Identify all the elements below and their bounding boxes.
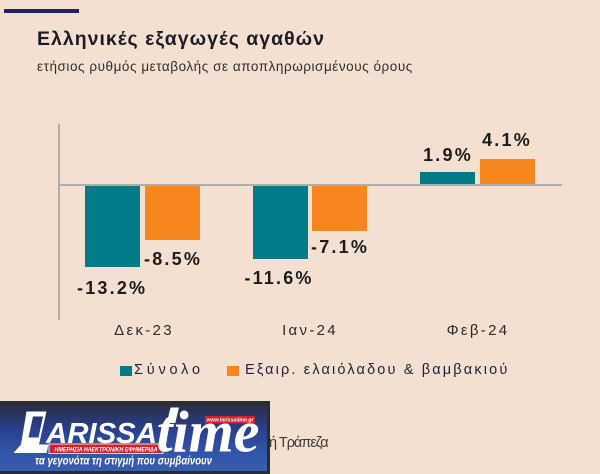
- svg-text:ΗΜΕΡΗΣΙΑ ΗΛΕΚΤΡΟΝΙΚΗ ΕΦΗΜΕΡΙΔΑ: ΗΜΕΡΗΣΙΑ ΗΛΕΚΤΡΟΝΙΚΗ ΕΦΗΜΕΡΙΔΑ: [55, 446, 158, 453]
- svg-text:τα γεγονότα τη στιγμή που συμβ: τα γεγονότα τη στιγμή που συμβαίνουν: [35, 454, 212, 468]
- svg-text:www.larissatime.gr: www.larissatime.gr: [206, 418, 254, 424]
